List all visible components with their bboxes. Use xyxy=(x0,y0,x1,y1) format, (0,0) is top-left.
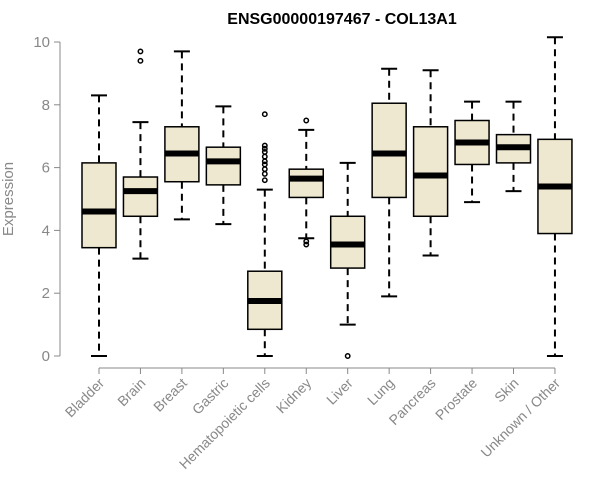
outlier-point xyxy=(261,158,268,165)
box-iqr xyxy=(122,176,159,218)
x-tick-label: Lung xyxy=(364,375,397,408)
outlier-point xyxy=(261,166,268,173)
x-tick-label: Kidney xyxy=(273,375,315,417)
y-tick-label: 4 xyxy=(42,222,50,239)
box-iqr xyxy=(81,162,117,249)
outlier-point xyxy=(261,161,268,168)
box-group xyxy=(164,50,200,221)
x-tick-label: Bladder xyxy=(62,375,108,421)
x-tick-label: Breast xyxy=(150,375,190,415)
box-iqr xyxy=(371,102,407,199)
outlier-point xyxy=(261,153,268,160)
box-group xyxy=(537,36,573,357)
y-tick-label: 10 xyxy=(33,34,50,51)
y-tick-label: 2 xyxy=(42,285,50,302)
outlier-point xyxy=(303,238,310,245)
outlier-point xyxy=(344,353,351,359)
outlier-point xyxy=(261,145,268,152)
boxes-layer xyxy=(81,36,573,359)
outlier-point xyxy=(261,177,268,184)
chart-title: ENSG00000197467 - COL13A1 xyxy=(227,11,457,28)
box-group xyxy=(288,117,324,248)
y-axis: 0 2 4 6 8 10 xyxy=(33,34,61,365)
outlier-point xyxy=(261,170,268,177)
x-tick-label: Brain xyxy=(114,375,148,409)
box-group xyxy=(412,69,449,257)
outlier-point xyxy=(303,117,310,124)
box-group xyxy=(122,48,159,260)
x-tick-label: Unknown / Other xyxy=(477,375,563,461)
outlier-point xyxy=(137,57,144,64)
x-tick-label: Skin xyxy=(491,375,522,406)
box-iqr xyxy=(412,126,449,218)
box-group xyxy=(205,105,242,226)
box-iqr xyxy=(288,168,324,199)
box-iqr xyxy=(205,146,242,186)
box-group xyxy=(329,161,366,359)
y-axis-label: Expression xyxy=(0,162,17,236)
box-group xyxy=(495,100,532,193)
outlier-point xyxy=(261,142,268,149)
y-tick-label: 0 xyxy=(42,348,50,365)
box-group xyxy=(81,94,117,357)
box-group xyxy=(454,100,490,204)
y-tick-label: 6 xyxy=(42,160,50,177)
y-tick-label: 8 xyxy=(42,97,50,114)
outlier-point xyxy=(303,241,310,248)
outlier-point xyxy=(137,48,144,55)
x-tick-label: Liver xyxy=(323,375,356,408)
box-group xyxy=(247,111,283,357)
box-group xyxy=(371,67,407,298)
outlier-point xyxy=(261,148,268,155)
x-tick-label: Prostate xyxy=(432,375,480,423)
outlier-point xyxy=(261,111,268,118)
